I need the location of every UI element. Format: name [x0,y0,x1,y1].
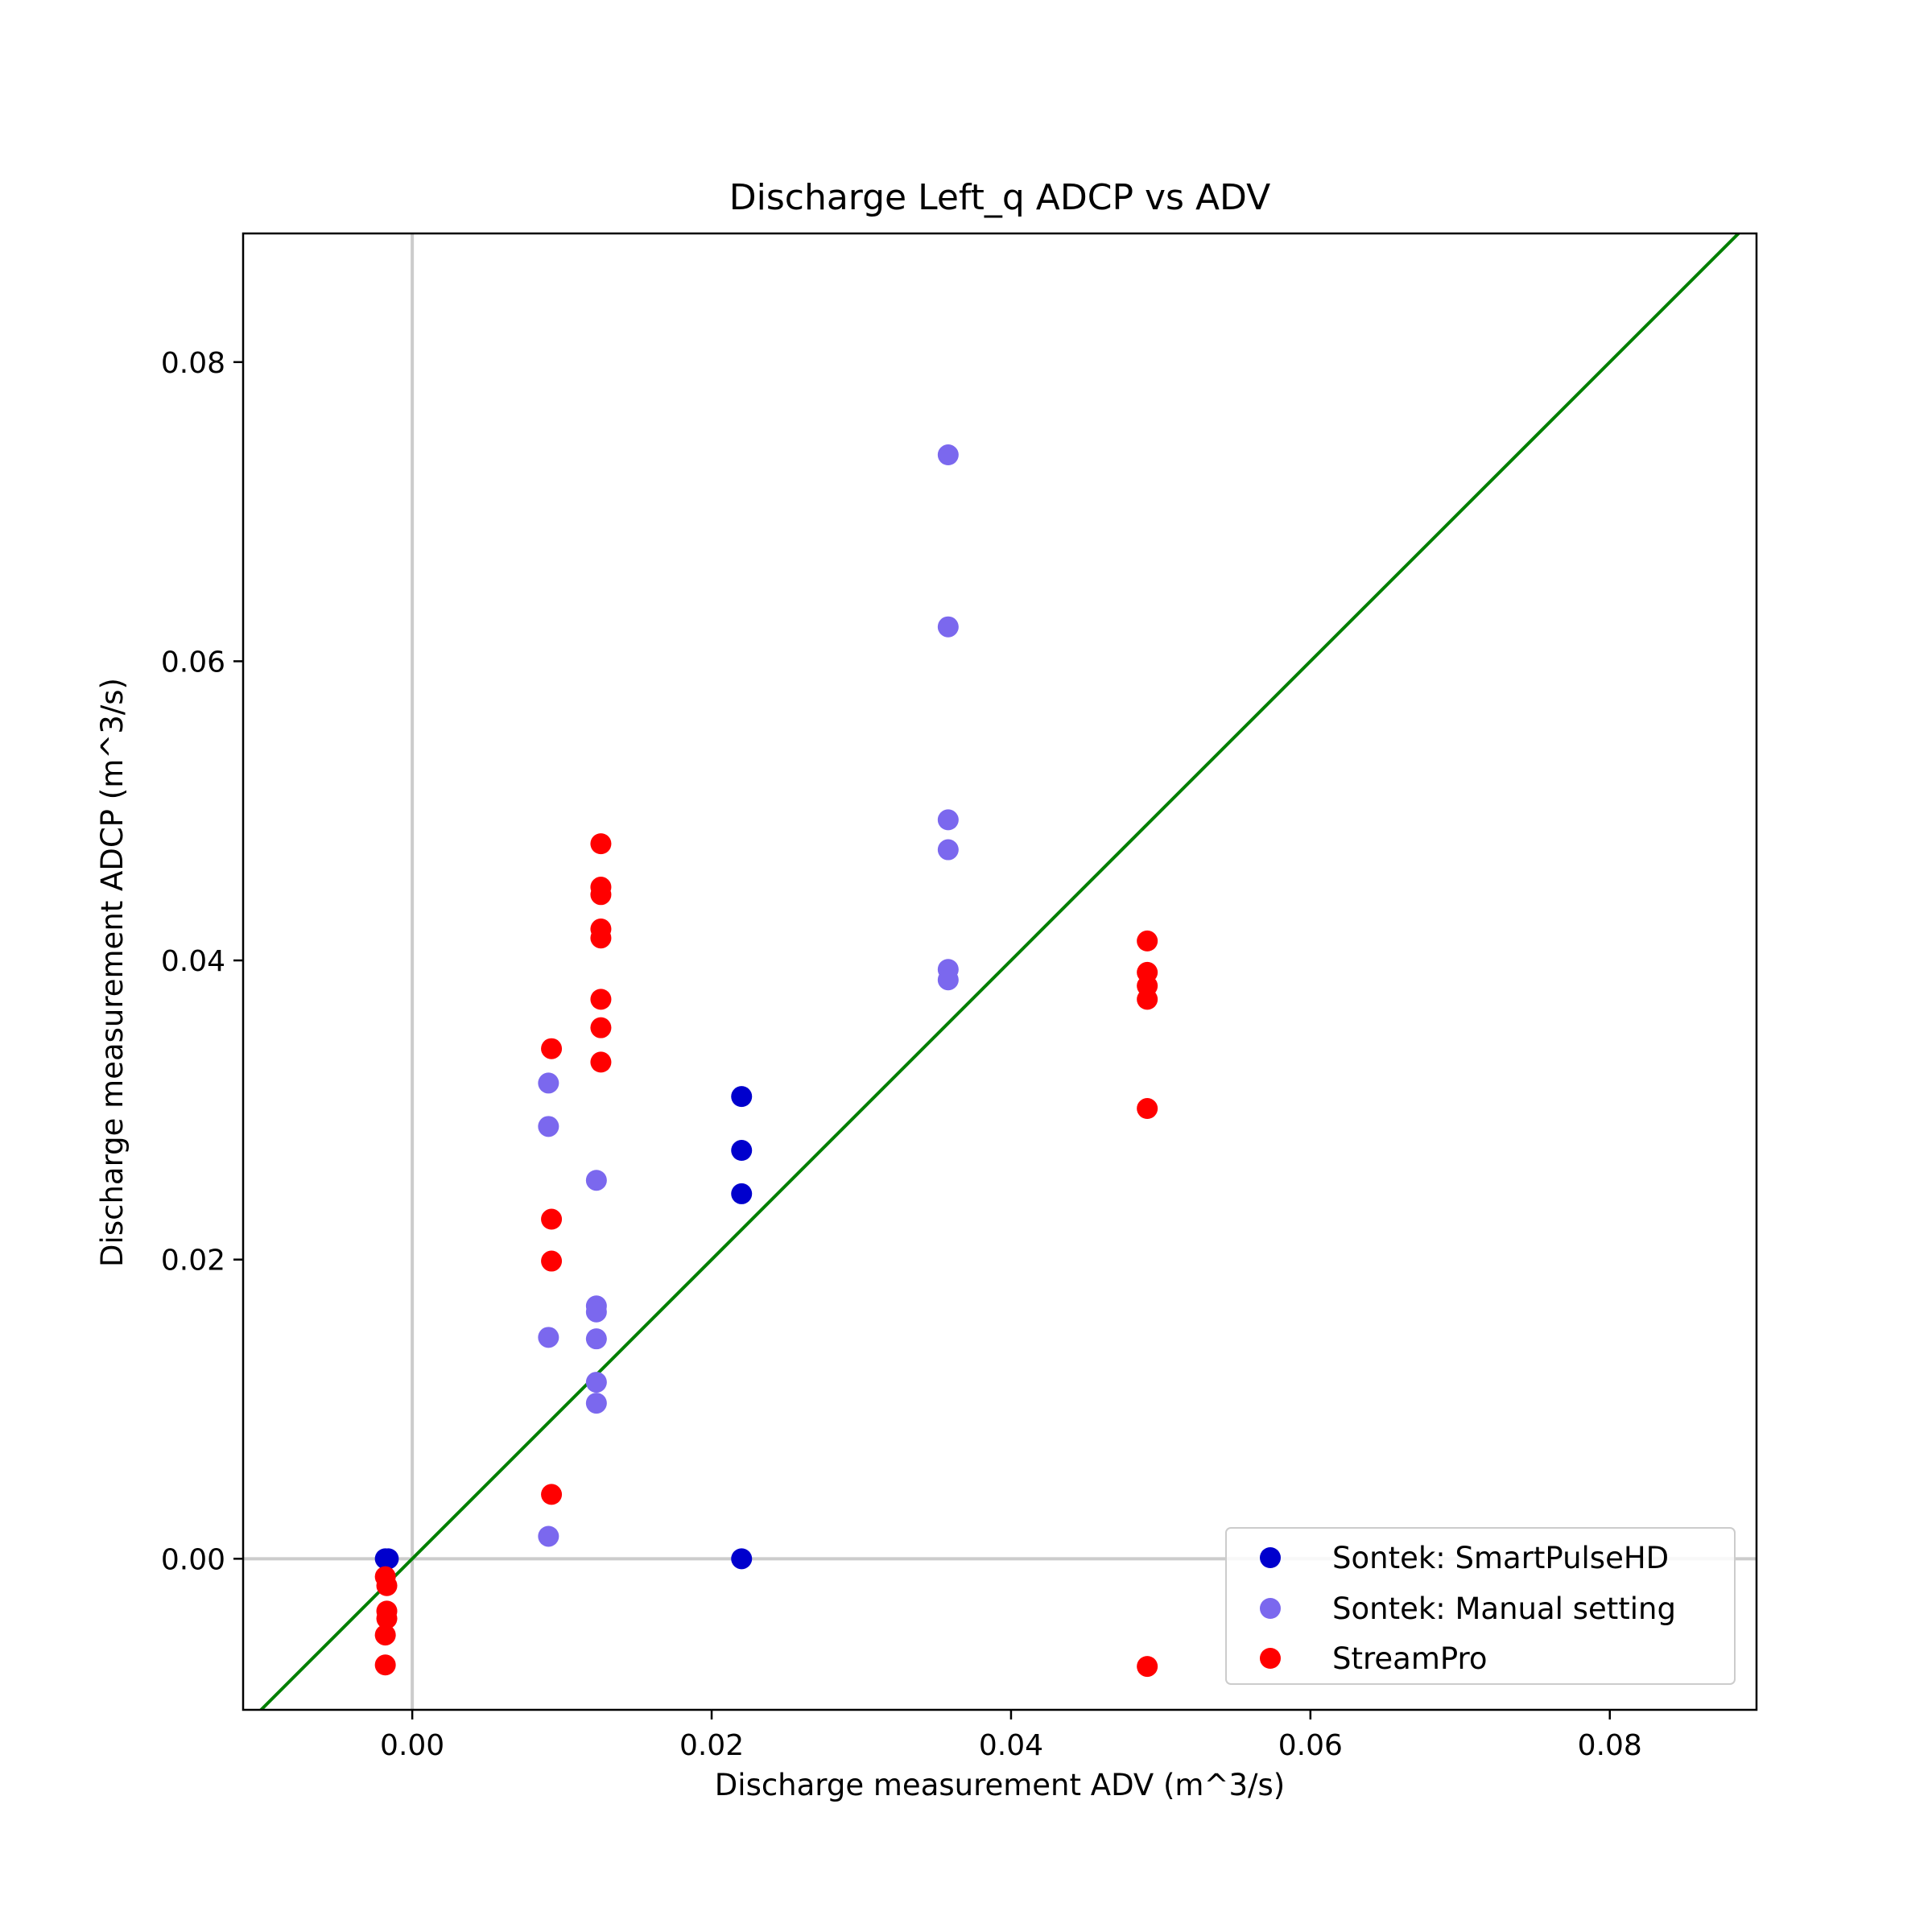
plot-content [243,233,1757,1710]
x-tick-label: 0.04 [979,1729,1043,1762]
y-tick-label: 0.04 [161,945,225,978]
axis-ticks: 0.00 0.02 0.04 0.06 0.08 0.00 0.02 0.04 0.06 0.08 [161,347,1642,1762]
data-point [585,1301,607,1323]
data-point [590,884,612,906]
plot-frame [242,232,1758,1711]
series-1 [538,444,959,1547]
data-point [538,1327,559,1348]
data-point [937,839,959,861]
data-point [374,1624,396,1646]
data-point [541,1484,563,1505]
data-point [374,1654,396,1676]
data-point [937,444,959,466]
chart-title: Discharge Left_q ADCP vs ADV [729,177,1271,218]
data-point [538,1525,559,1547]
legend-marker-manual-setting [1260,1598,1281,1619]
y-tick-label: 0.02 [161,1245,225,1278]
series-2 [374,833,1158,1678]
data-point [376,1608,398,1629]
legend-marker-streampro [1260,1648,1281,1669]
data-point [1137,1656,1158,1678]
legend-label-smartpulsehd: Sontek: SmartPulseHD [1332,1541,1669,1575]
legend: Sontek: SmartPulseHD Sontek: Manual sett… [1225,1527,1736,1685]
data-point [590,1051,612,1073]
legend-box [1225,1527,1736,1685]
x-tick-label: 0.00 [380,1729,444,1762]
legend-marker-smartpulsehd [1260,1547,1281,1568]
data-point [1137,1098,1158,1120]
y-tick-label: 0.06 [161,646,225,679]
y-tick-label: 0.00 [161,1543,225,1576]
y-axis-label: Discharge measurement ADCP (m^3/s) [95,678,130,1267]
data-point [937,809,959,831]
data-point [590,1017,612,1038]
data-point [590,989,612,1010]
legend-label-manual-setting: Sontek: Manual setting [1332,1591,1676,1626]
data-point [937,969,959,991]
legend-label-streampro: StreamPro [1332,1641,1488,1676]
data-point [731,1140,753,1162]
data-point [541,1038,563,1059]
data-point [731,1548,753,1570]
x-axis-label: Discharge measurement ADV (m^3/s) [715,1768,1285,1802]
data-point [585,1328,607,1350]
data-point [731,1086,753,1108]
data-point [376,1575,398,1596]
data-point [590,927,612,949]
data-point [1137,989,1158,1010]
series-0 [374,1086,753,1570]
x-tick-label: 0.02 [679,1729,744,1762]
data-point [538,1072,559,1094]
data-point [585,1372,607,1393]
data-point [585,1170,607,1191]
data-point [541,1250,563,1272]
x-tick-label: 0.06 [1278,1729,1343,1762]
data-point [937,616,959,638]
data-point [731,1183,753,1204]
y-tick-label: 0.08 [161,347,225,380]
data-point [1137,930,1158,952]
data-point [590,833,612,855]
data-point [585,1393,607,1414]
data-point [378,1548,399,1570]
x-tick-label: 0.08 [1578,1729,1642,1762]
data-point [541,1208,563,1230]
data-point [538,1116,559,1137]
plot-area [242,232,1758,1711]
